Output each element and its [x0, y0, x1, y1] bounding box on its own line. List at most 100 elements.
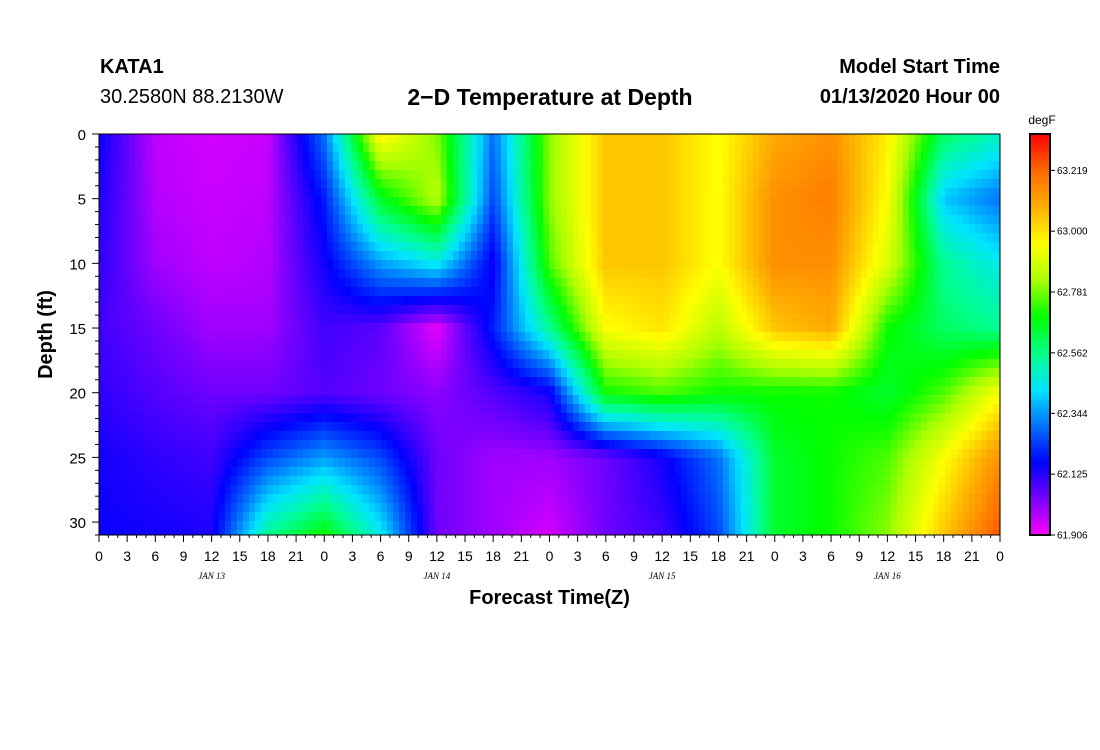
heatmap-cell: [465, 395, 472, 405]
heatmap-cell: [963, 323, 970, 333]
heatmap-cell: [837, 206, 844, 216]
heatmap-cell: [219, 242, 226, 252]
heatmap-cell: [345, 413, 352, 423]
heatmap-cell: [687, 323, 694, 333]
heatmap-cell: [477, 359, 484, 369]
heatmap-cell: [849, 260, 856, 270]
heatmap-cell: [483, 170, 490, 180]
heatmap-cell: [675, 377, 682, 387]
heatmap-cell: [609, 386, 616, 396]
heatmap-cell: [663, 179, 670, 189]
heatmap-cell: [831, 278, 838, 288]
heatmap-cell: [345, 170, 352, 180]
heatmap-cell: [849, 134, 856, 144]
heatmap-cell: [261, 422, 268, 432]
heatmap-cell: [633, 260, 640, 270]
heatmap-cell: [237, 368, 244, 378]
heatmap-cell: [249, 188, 256, 198]
heatmap-cell: [465, 314, 472, 324]
heatmap-cell: [873, 206, 880, 216]
heatmap-cell: [969, 422, 976, 432]
heatmap-cell: [681, 287, 688, 297]
heatmap-cell: [189, 143, 196, 153]
heatmap-cell: [567, 224, 574, 234]
heatmap-cell: [651, 422, 658, 432]
heatmap-cell: [375, 170, 382, 180]
heatmap-cell: [471, 287, 478, 297]
heatmap-cell: [621, 224, 628, 234]
heatmap-cell: [303, 368, 310, 378]
heatmap-cell: [291, 305, 298, 315]
heatmap-cell: [783, 377, 790, 387]
heatmap-cell: [309, 314, 316, 324]
heatmap-cell: [915, 134, 922, 144]
heatmap-cell: [345, 287, 352, 297]
heatmap-cell: [441, 215, 448, 225]
heatmap-cell: [111, 251, 118, 261]
heatmap-cell: [585, 251, 592, 261]
heatmap-cell: [285, 206, 292, 216]
heatmap-cell: [387, 413, 394, 423]
heatmap-cell: [957, 260, 964, 270]
heatmap-cell: [861, 287, 868, 297]
heatmap-cell: [393, 404, 400, 414]
heatmap-cell: [363, 359, 370, 369]
heatmap-cell: [699, 341, 706, 351]
heatmap-cell: [891, 305, 898, 315]
heatmap-cell: [171, 170, 178, 180]
heatmap-cell: [801, 323, 808, 333]
heatmap-cell: [489, 170, 496, 180]
heatmap-cell: [987, 269, 994, 279]
heatmap-cell: [369, 134, 376, 144]
heatmap-cell: [789, 242, 796, 252]
heatmap-cell: [525, 368, 532, 378]
heatmap-cell: [729, 269, 736, 279]
heatmap-cell: [927, 170, 934, 180]
heatmap-cell: [615, 287, 622, 297]
heatmap-cell: [519, 332, 526, 342]
heatmap-cell: [801, 197, 808, 207]
heatmap-cell: [153, 323, 160, 333]
heatmap-cell: [165, 188, 172, 198]
heatmap-cell: [261, 368, 268, 378]
heatmap-cell: [105, 260, 112, 270]
heatmap-cell: [939, 368, 946, 378]
heatmap-cell: [687, 341, 694, 351]
heatmap-cell: [927, 233, 934, 243]
heatmap-cell: [567, 386, 574, 396]
heatmap-cell: [549, 323, 556, 333]
heatmap-cell: [807, 395, 814, 405]
heatmap-cell: [597, 413, 604, 423]
heatmap-cell: [729, 188, 736, 198]
heatmap-cell: [249, 224, 256, 234]
heatmap-cell: [705, 278, 712, 288]
heatmap-cell: [723, 251, 730, 261]
heatmap-cell: [375, 287, 382, 297]
heatmap-cell: [525, 278, 532, 288]
heatmap-cell: [141, 134, 148, 144]
heatmap-cell: [387, 341, 394, 351]
heatmap-cell: [333, 161, 340, 171]
heatmap-cell: [207, 215, 214, 225]
heatmap-cell: [729, 377, 736, 387]
heatmap-cell: [333, 422, 340, 432]
heatmap-cell: [981, 188, 988, 198]
heatmap-cell: [693, 404, 700, 414]
heatmap-cell: [423, 134, 430, 144]
heatmap-cell: [99, 188, 106, 198]
heatmap-cell: [195, 233, 202, 243]
heatmap-cell: [105, 224, 112, 234]
heatmap-cell: [681, 377, 688, 387]
heatmap-cell: [237, 359, 244, 369]
heatmap-cell: [975, 377, 982, 387]
heatmap-cell: [165, 170, 172, 180]
heatmap-cell: [465, 413, 472, 423]
heatmap-cell: [843, 305, 850, 315]
heatmap-cell: [441, 161, 448, 171]
heatmap-cell: [105, 296, 112, 306]
heatmap-cell: [939, 332, 946, 342]
heatmap-cell: [321, 386, 328, 396]
heatmap-cell: [417, 242, 424, 252]
heatmap-cell: [333, 314, 340, 324]
heatmap-cell: [363, 206, 370, 216]
